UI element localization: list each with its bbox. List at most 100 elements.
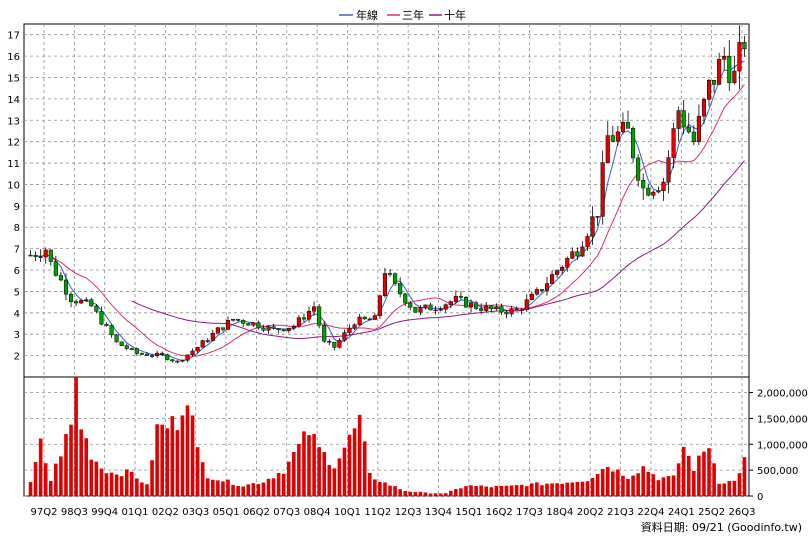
volume-bar [261, 482, 266, 496]
volume-bar [697, 455, 701, 496]
candle-body [286, 327, 291, 331]
candle-body [109, 325, 114, 336]
candle-body [732, 70, 737, 84]
candle-body [155, 352, 160, 357]
price-tick-label: 12 [7, 138, 20, 149]
volume-bar [175, 430, 180, 496]
x-tick-label: 99Q4 [91, 507, 118, 518]
candle-body [342, 332, 347, 341]
volume-bar [373, 479, 377, 496]
candle-body [317, 306, 322, 326]
volume-bar [727, 481, 732, 496]
candle-body [722, 55, 727, 60]
volume-bar [524, 486, 529, 496]
candle-body [99, 311, 104, 325]
candle-body [696, 115, 701, 143]
candle-body [605, 135, 610, 163]
price-tick-label: 7 [14, 245, 20, 256]
candle-body [453, 295, 458, 302]
volume-bar [286, 461, 291, 496]
volume-bar [160, 424, 164, 496]
candle-body [382, 273, 388, 297]
volume-bar [398, 489, 402, 496]
three-year-ma-line [50, 84, 745, 357]
candle-body [124, 345, 129, 349]
volume-bar [494, 485, 499, 496]
legend-label-three-year: 三年 [402, 8, 424, 22]
volume-bar [165, 428, 170, 496]
candle-body [550, 274, 555, 284]
volume-bar [327, 465, 332, 496]
candle-body [468, 302, 474, 308]
volume-bar [292, 452, 296, 496]
candle-body [43, 249, 48, 258]
candle-body [134, 348, 139, 354]
legend-item-three-year: 三年 [387, 8, 424, 22]
candle-body [575, 251, 580, 257]
volume-bar [347, 434, 352, 496]
volume-bar [666, 476, 671, 496]
candle-body [717, 59, 722, 85]
volume-bar [479, 485, 483, 496]
legend-item-annual: 年線 [339, 8, 378, 22]
x-tick-label: 21Q3 [607, 507, 634, 518]
candle-body [175, 360, 180, 363]
candle-body [357, 316, 362, 326]
candle-body [458, 295, 463, 298]
volume-bar [626, 478, 630, 496]
volume-bar [742, 457, 747, 496]
volume-bar [686, 455, 691, 496]
price-axis: 2 3 4 5 6 7 8 9 10 11 12 13 14 15 16 17 [7, 31, 20, 363]
candle-body [595, 216, 600, 218]
candle-body [661, 181, 666, 191]
candle-body [139, 353, 144, 355]
volume-bar [600, 469, 605, 496]
candle-body [205, 340, 210, 342]
candle-body [387, 273, 393, 275]
candle-body [89, 299, 94, 307]
volume-plot-frame [23, 376, 750, 497]
price-tick-label: 8 [14, 223, 20, 234]
candle-body [68, 293, 74, 302]
candle-body [104, 323, 109, 326]
volume-bar [155, 424, 159, 496]
volume-bar [605, 466, 610, 496]
volume-bar [636, 473, 640, 496]
x-tick-label: 26Q3 [729, 507, 756, 518]
price-plot-frame [23, 23, 750, 378]
candle-body [590, 216, 595, 237]
volume-bar [499, 485, 504, 496]
x-tick-label: 97Q2 [31, 507, 58, 518]
moving-average-lines [35, 60, 745, 362]
price-tick-label: 13 [7, 116, 20, 127]
volume-bars [28, 377, 747, 496]
candle-body [544, 283, 550, 291]
volume-bar [535, 482, 539, 496]
volume-bar [661, 477, 666, 496]
volume-bar [150, 460, 154, 496]
candle-body [565, 258, 570, 268]
volume-bar [312, 433, 316, 496]
volume-bar [109, 472, 114, 496]
volume-tick-label: 1,000,000 [757, 440, 808, 451]
candle-body [281, 329, 286, 332]
price-tick-label: 5 [14, 287, 20, 298]
candle-body [706, 79, 712, 100]
x-tick-label: 20Q2 [577, 507, 604, 518]
volume-bar [246, 484, 251, 496]
volume-bar [575, 481, 580, 496]
x-tick-label: 24Q1 [668, 507, 695, 518]
volume-bar [332, 468, 337, 496]
price-tick-label: 11 [7, 159, 20, 170]
volume-bar [717, 483, 721, 496]
volume-bar [403, 490, 408, 496]
candle-body [651, 191, 656, 196]
candle-body [372, 315, 377, 320]
candle-body [347, 327, 352, 333]
candle-body [312, 306, 317, 312]
x-tick-label: 18Q4 [546, 507, 573, 518]
candle-body [58, 275, 63, 281]
candle-body [144, 353, 150, 356]
candle-body [150, 355, 155, 357]
candle-body [529, 293, 534, 300]
